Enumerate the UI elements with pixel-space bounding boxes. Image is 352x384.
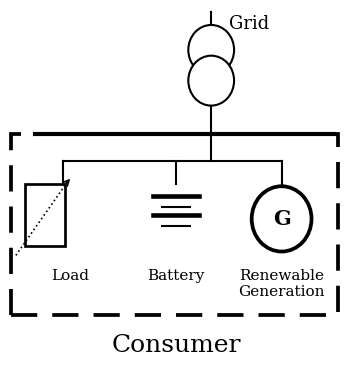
Text: Renewable
Generation: Renewable Generation [238,269,325,299]
Text: Battery: Battery [147,269,205,283]
Text: Grid: Grid [229,15,269,33]
Bar [25,184,65,246]
Circle shape [188,25,234,75]
Bar [11,134,338,315]
Circle shape [252,186,312,252]
Text: G: G [273,209,290,229]
Circle shape [188,56,234,106]
Text: Load: Load [51,269,89,283]
Text: Consumer: Consumer [111,334,241,357]
